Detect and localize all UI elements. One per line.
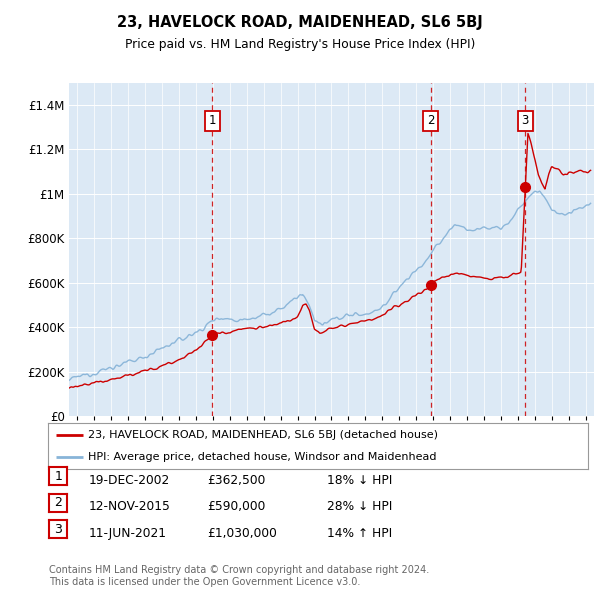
Text: £362,500: £362,500 [207,474,265,487]
Text: HPI: Average price, detached house, Windsor and Maidenhead: HPI: Average price, detached house, Wind… [89,451,437,461]
Text: 28% ↓ HPI: 28% ↓ HPI [327,500,392,513]
Text: 18% ↓ HPI: 18% ↓ HPI [327,474,392,487]
Text: 23, HAVELOCK ROAD, MAIDENHEAD, SL6 5BJ (detached house): 23, HAVELOCK ROAD, MAIDENHEAD, SL6 5BJ (… [89,431,439,441]
Text: Price paid vs. HM Land Registry's House Price Index (HPI): Price paid vs. HM Land Registry's House … [125,38,475,51]
Text: 12-NOV-2015: 12-NOV-2015 [89,500,170,513]
Text: 3: 3 [54,523,62,536]
Text: 1: 1 [54,470,62,483]
Text: 23, HAVELOCK ROAD, MAIDENHEAD, SL6 5BJ: 23, HAVELOCK ROAD, MAIDENHEAD, SL6 5BJ [117,15,483,30]
Text: £1,030,000: £1,030,000 [207,527,277,540]
Text: Contains HM Land Registry data © Crown copyright and database right 2024.
This d: Contains HM Land Registry data © Crown c… [49,565,430,587]
Text: 19-DEC-2002: 19-DEC-2002 [89,474,170,487]
Text: 1: 1 [209,114,216,127]
Text: 14% ↑ HPI: 14% ↑ HPI [327,527,392,540]
Text: 3: 3 [521,114,529,127]
Text: 2: 2 [427,114,434,127]
Text: £590,000: £590,000 [207,500,265,513]
Text: 11-JUN-2021: 11-JUN-2021 [89,527,167,540]
Text: 2: 2 [54,496,62,509]
